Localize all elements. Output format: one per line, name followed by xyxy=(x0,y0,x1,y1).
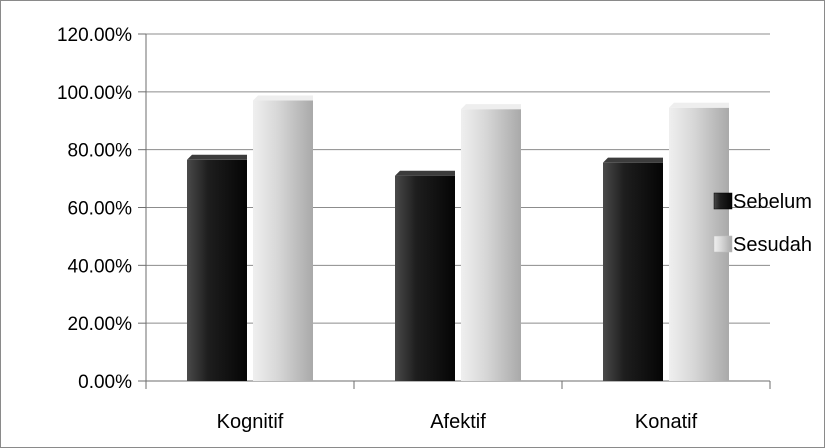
bar-top xyxy=(187,154,247,160)
x-category-label: Konatif xyxy=(635,411,698,433)
bar-top xyxy=(603,157,663,163)
bars xyxy=(187,95,729,382)
bar-sesudah-afektif xyxy=(461,104,521,381)
bar-face xyxy=(253,100,313,381)
bar-face xyxy=(187,159,247,381)
y-tick-label: 0.00% xyxy=(78,372,132,393)
y-tick-label: 120.00% xyxy=(57,25,132,46)
y-tick-label: 40.00% xyxy=(68,256,133,277)
bar-sebelum-konatif xyxy=(603,157,663,381)
bar-top xyxy=(461,104,521,110)
bar-face xyxy=(395,175,455,381)
legend-item-sesudah: Sesudah xyxy=(713,234,812,256)
y-tick-label: 60.00% xyxy=(68,199,133,220)
labels: 0.00% 20.00% 40.00% 60.00% 80.00% 100.00% 120.… xyxy=(57,25,698,433)
x-category-label: Afektif xyxy=(430,411,486,433)
bar-sesudah-kognitif xyxy=(253,95,313,381)
bar-face xyxy=(603,162,663,381)
legend-swatch xyxy=(713,235,733,253)
legend: Sebelum Sesudah xyxy=(713,191,812,256)
bar-top xyxy=(395,170,455,176)
gridlines xyxy=(146,33,770,324)
bar-top xyxy=(253,95,313,101)
y-tick-label: 80.00% xyxy=(68,141,133,162)
x-category-label: Kognitif xyxy=(217,411,284,433)
y-tick-label: 20.00% xyxy=(68,314,133,335)
legend-label: Sesudah xyxy=(733,234,812,256)
y-tick-label: 100.00% xyxy=(57,83,132,104)
bar-sebelum-afektif xyxy=(395,170,455,381)
axes xyxy=(138,33,771,389)
legend-item-sebelum: Sebelum xyxy=(713,191,812,213)
legend-swatch xyxy=(713,192,733,210)
legend-label: Sebelum xyxy=(733,191,812,213)
bar-face xyxy=(461,109,521,381)
bar-sebelum-kognitif xyxy=(187,154,247,381)
bar-top xyxy=(669,102,729,108)
